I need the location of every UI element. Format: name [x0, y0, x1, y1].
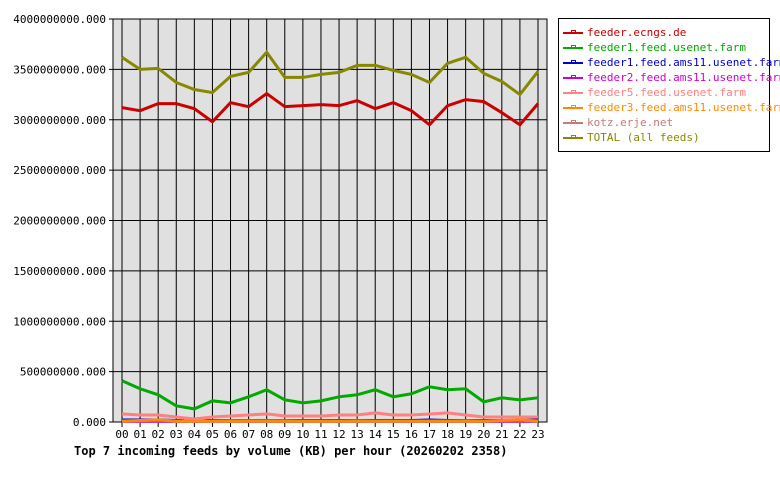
x-tick-label: 11: [314, 428, 327, 441]
y-tick-label: 1000000000.000: [13, 315, 106, 328]
series-line-7: [121, 49, 540, 97]
series-line-5: [121, 418, 539, 423]
legend-label: feeder5.feed.usenet.farm: [587, 86, 746, 99]
legend-label: kotz.erje.net: [587, 116, 674, 129]
series-line-4: [121, 411, 538, 421]
x-tick-label: 04: [188, 428, 202, 441]
y-tick-label: 3500000000.000: [13, 63, 106, 76]
legend-label: feeder3.feed.ams11.usenet.farm: [587, 101, 780, 114]
legend-swatch: [563, 134, 583, 139]
y-tick-label: 1500000000.000: [13, 265, 106, 278]
legend-item: feeder.ecngs.de: [563, 25, 686, 40]
legend-item: TOTAL (all feeds): [563, 130, 700, 145]
y-tick-label: 4000000000.000: [13, 13, 106, 26]
legend-item: feeder3.feed.ams11.usenet.farm: [563, 100, 780, 115]
legend: feeder.ecngs.de feeder1.feed.usenet.farm f…: [558, 18, 780, 152]
legend-item: feeder1.feed.usenet.farm: [563, 40, 746, 55]
x-tick-label: 09: [278, 428, 291, 441]
x-tick-label: 02: [152, 428, 165, 441]
legend-item: kotz.erje.net: [563, 115, 673, 130]
series-line-0: [121, 91, 540, 127]
x-tick-label: 07: [242, 428, 255, 441]
chart-title: Top 7 incoming feeds by volume (KB) per …: [74, 444, 508, 458]
x-tick-label: 16: [405, 428, 418, 441]
x-tick-label: 05: [206, 428, 219, 441]
x-tick-label: 08: [260, 428, 273, 441]
x-tick-label: 23: [531, 428, 544, 441]
legend-swatch: [563, 119, 583, 124]
x-tick-label: 12: [332, 428, 345, 441]
x-tick-label: 14: [369, 428, 383, 441]
legend-swatch: [563, 89, 583, 94]
x-tick-label: 00: [115, 428, 128, 441]
legend-item: feeder5.feed.usenet.farm: [563, 85, 746, 100]
x-tick-label: 22: [513, 428, 526, 441]
x-tick-label: 01: [133, 428, 146, 441]
legend-label: TOTAL (all feeds): [587, 131, 700, 144]
x-tick-label: 03: [170, 428, 183, 441]
legend-label: feeder1.feed.usenet.farm: [587, 41, 746, 54]
legend-swatch: [563, 104, 583, 109]
legend-swatch: [563, 59, 583, 64]
legend-label: feeder.ecngs.de: [587, 26, 687, 39]
x-tick-label: 13: [351, 428, 364, 441]
legend-label: feeder2.feed.ams11.usenet.farm: [587, 71, 780, 84]
legend-swatch: [563, 74, 583, 79]
y-tick-label: 500000000.000: [20, 366, 106, 379]
x-tick-label: 06: [224, 428, 237, 441]
x-tick-label: 10: [296, 428, 309, 441]
x-tick-label: 15: [387, 428, 400, 441]
series-line-1: [121, 379, 539, 411]
x-tick-label: 20: [477, 428, 490, 441]
x-tick-label: 19: [459, 428, 472, 441]
x-tick-label: 18: [441, 428, 454, 441]
x-tick-label: 21: [495, 428, 508, 441]
legend-item: feeder1.feed.ams11.usenet.farm: [563, 55, 780, 70]
legend-label: feeder1.feed.ams11.usenet.farm: [587, 56, 780, 69]
y-tick-label: 3000000000.000: [13, 114, 106, 127]
y-tick-label: 2500000000.000: [13, 164, 106, 177]
x-tick-label: 17: [423, 428, 436, 441]
y-tick-label: 0.000: [73, 416, 106, 429]
legend-swatch: [563, 44, 583, 49]
legend-swatch: [563, 29, 583, 34]
y-tick-label: 2000000000.000: [13, 215, 106, 228]
legend-item: feeder2.feed.ams11.usenet.farm: [563, 70, 780, 85]
